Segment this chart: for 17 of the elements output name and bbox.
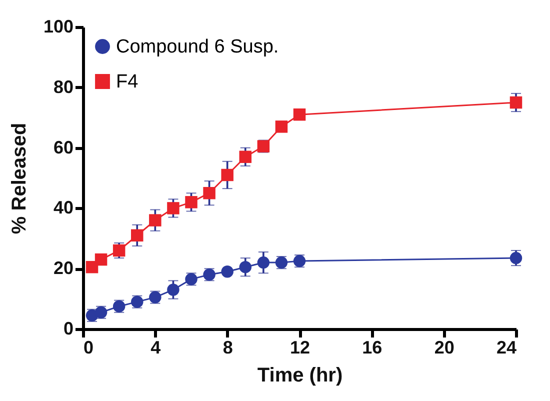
x-tick-label: 16: [362, 338, 382, 358]
x-tick-label: 12: [290, 338, 310, 358]
x-tick-label: 4: [150, 338, 161, 358]
x-tick-label: 8: [222, 338, 233, 358]
legend-label: F4: [116, 72, 139, 92]
y-axis-title: % Released: [8, 122, 30, 234]
x-axis-title: Time (hr): [257, 364, 343, 386]
y-tick-label: 20: [53, 258, 74, 278]
legend-label: Compound 6 Susp.: [116, 36, 279, 58]
x-tick-label: 0: [84, 338, 94, 358]
y-tick-label: 100: [43, 16, 74, 36]
y-tick-label: 80: [53, 76, 74, 97]
x-tick-label: 24: [496, 338, 516, 358]
y-tick-label: 40: [53, 198, 74, 218]
y-tick-label: 60: [53, 137, 74, 158]
y-tick-label: 0: [63, 318, 74, 338]
x-tick-label: 20: [434, 338, 454, 358]
